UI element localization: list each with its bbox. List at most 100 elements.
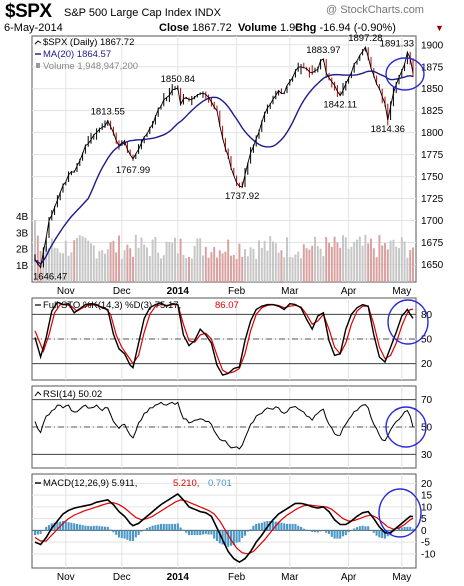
- x-axis-label-bottom: Dec: [113, 572, 131, 583]
- y-tick-label: 1650: [421, 260, 444, 271]
- macd-histogram-bar: [372, 530, 375, 533]
- volume-bar: [330, 246, 333, 282]
- volume-bar: [132, 256, 134, 282]
- macd-histogram-bar: [64, 521, 67, 531]
- macd-histogram-bar: [229, 530, 233, 546]
- macd-histogram-bar: [327, 530, 331, 534]
- x-axis-label-bottom: Nov: [57, 572, 75, 583]
- x-axis-label: Mar: [281, 286, 299, 297]
- volume-bar: [53, 247, 56, 282]
- macd-histogram-bar: [154, 525, 157, 531]
- macd-histogram-bar: [87, 525, 90, 531]
- volume-bar: [126, 244, 129, 282]
- volume-bar: [179, 238, 182, 282]
- macd-histogram-bar: [47, 525, 51, 531]
- macd-line: [34, 492, 414, 564]
- macd-histogram-bar: [162, 523, 165, 531]
- volume-bar: [283, 257, 286, 282]
- macd-histogram-bar: [117, 530, 121, 538]
- y-tick-label: 1700: [421, 216, 444, 227]
- volume-bar: [213, 247, 216, 282]
- macd-histogram-bar: [145, 528, 149, 531]
- index-name: S&P 500 Large Cap Index INDX: [64, 7, 221, 19]
- volume-bar: [45, 246, 48, 282]
- volume-bar: [207, 257, 210, 282]
- quote-date: 6-May-2014: [4, 22, 63, 34]
- macd-histogram-bar: [103, 526, 107, 531]
- volume-bar: [36, 235, 39, 282]
- macd-histogram-bar: [227, 530, 230, 547]
- volume-bar: [232, 254, 235, 282]
- macd-histogram-bar: [271, 521, 275, 531]
- macd-histogram-bar: [339, 530, 342, 539]
- macd-histogram-bar: [95, 525, 98, 531]
- macd-histogram-bar: [53, 522, 56, 531]
- macd-histogram-bar: [159, 523, 163, 531]
- volume-bar: [412, 247, 414, 282]
- macd-histogram-bar: [213, 530, 216, 539]
- volume-bar: [151, 239, 154, 282]
- volume-bar: [322, 256, 325, 282]
- volume-bar: [81, 236, 84, 282]
- macd-histogram-bar: [143, 529, 146, 531]
- price-panel: [31, 35, 417, 283]
- macd-histogram-bar: [409, 526, 412, 531]
- macd-histogram-bar: [179, 527, 182, 531]
- y-tick-label: 1825: [421, 106, 444, 117]
- volume-bar: [210, 252, 213, 282]
- y-tick-label: 50: [421, 335, 433, 346]
- macd-histogram-bar: [187, 530, 191, 536]
- macd-histogram-bar: [305, 529, 308, 531]
- macd-histogram-bar: [367, 526, 370, 531]
- volume-bar: [118, 235, 120, 282]
- macd-histogram-bar: [56, 522, 59, 531]
- macd-histogram-bar: [42, 530, 45, 531]
- volume-bar: [288, 257, 291, 282]
- volume-bar: [115, 252, 118, 282]
- volume-bar: [353, 241, 356, 282]
- y-tick-label: 15: [421, 491, 433, 502]
- macd-histogram-bar: [89, 526, 93, 531]
- price-annotation: 1646.47: [33, 272, 67, 283]
- volume-bar: [255, 258, 258, 282]
- volume-bar: [67, 255, 70, 282]
- macd-histogram-bar: [101, 526, 104, 531]
- volume-bar: [258, 240, 260, 282]
- volume-bar: [165, 241, 168, 282]
- volume-bar: [336, 242, 339, 282]
- volume-bar: [34, 220, 36, 282]
- volume-label: Volume: [238, 22, 277, 34]
- volume-bar: [56, 248, 59, 282]
- close-value: 1867.72: [192, 22, 232, 34]
- change-quote: Chg -16.94 (-0.90%): [295, 22, 396, 34]
- macd-histogram-bar: [193, 530, 196, 536]
- volume-bar: [196, 238, 199, 282]
- volume-bar: [120, 258, 123, 282]
- macd-histogram-bar: [204, 530, 207, 534]
- x-axis-label: Feb: [228, 286, 246, 297]
- macd-histogram-bar: [291, 523, 294, 531]
- macd-histogram-bar: [33, 530, 37, 536]
- macd-histogram-bar: [190, 530, 193, 536]
- y-tick-label: 50: [421, 423, 433, 434]
- volume-bar: [316, 246, 319, 282]
- y-tick-label: 1750: [421, 172, 444, 183]
- macd-histogram-bar: [129, 530, 132, 541]
- price-annotation: 1813.55: [91, 107, 125, 118]
- volume-bar: [308, 249, 311, 282]
- volume-bar: [384, 242, 386, 282]
- y-tick-label: 1900: [421, 40, 444, 51]
- volume-bar: [157, 252, 160, 282]
- chg-label: Chg: [295, 22, 317, 34]
- y-tick-label: -5: [421, 538, 430, 549]
- macd-histogram-bar: [336, 530, 339, 539]
- volume-bar: [347, 248, 350, 282]
- volume-bar: [367, 243, 370, 282]
- macd-histogram-bar: [330, 530, 333, 537]
- macd-histogram-bar: [285, 523, 289, 531]
- legend-volume: Volume 1,948,947,200: [43, 61, 138, 72]
- price-annotation: 1737.92: [225, 191, 259, 202]
- x-axis-label-bottom: 2014: [167, 572, 190, 583]
- volume-bar: [280, 250, 283, 282]
- volume-bar: [342, 235, 344, 282]
